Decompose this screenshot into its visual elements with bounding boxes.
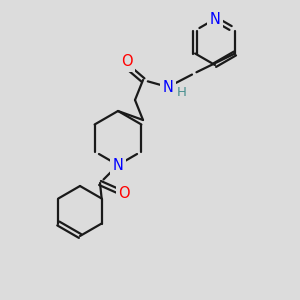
Text: N: N	[210, 11, 220, 26]
Text: O: O	[121, 55, 133, 70]
Text: H: H	[177, 85, 187, 98]
Text: N: N	[112, 158, 123, 172]
Text: O: O	[118, 185, 130, 200]
Text: N: N	[163, 80, 173, 94]
